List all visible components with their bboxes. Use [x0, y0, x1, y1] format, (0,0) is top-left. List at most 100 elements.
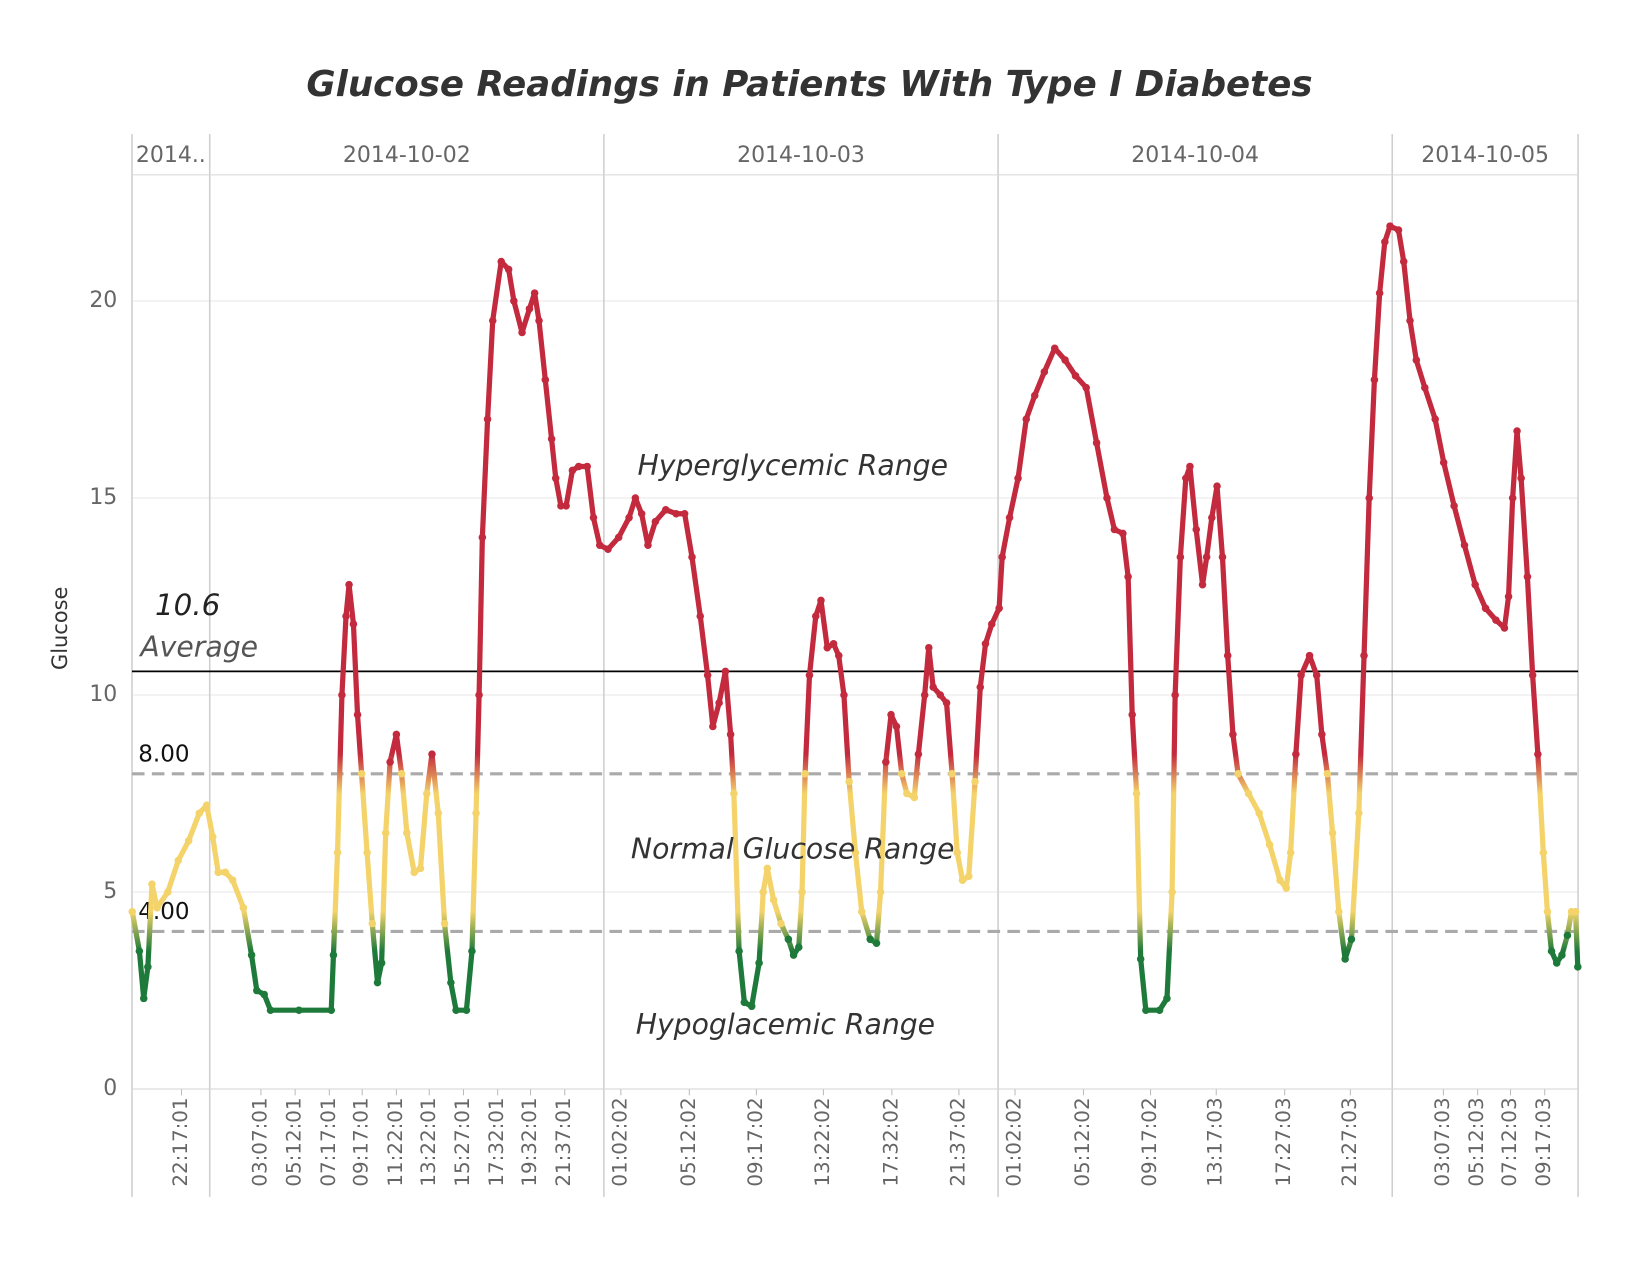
- glucose-point: [995, 604, 1003, 613]
- glucose-point: [525, 305, 534, 313]
- glucose-point: [829, 640, 838, 648]
- y-tick-label: 10: [89, 682, 117, 707]
- glucose-point: [811, 612, 820, 620]
- glucose-point: [1176, 553, 1185, 561]
- glucose-point: [1439, 458, 1448, 467]
- glucose-point: [805, 671, 814, 680]
- reference-label: 10.6: [155, 588, 220, 622]
- x-tick-label: 07:12:03: [1498, 1097, 1521, 1186]
- glucose-point: [1528, 671, 1537, 680]
- glucose-point: [1370, 376, 1379, 384]
- glucose-point: [759, 888, 767, 896]
- glucose-point: [998, 553, 1006, 561]
- glucose-point: [1399, 257, 1408, 266]
- annotation: Hypoglacemic Range: [636, 1008, 935, 1041]
- glucose-point: [221, 868, 230, 877]
- glucose-point: [1071, 372, 1080, 380]
- glucose-point: [834, 651, 843, 660]
- glucose-point: [948, 770, 956, 778]
- glucose-point: [1406, 316, 1414, 325]
- glucose-point: [1030, 391, 1039, 400]
- glucose-point: [266, 1006, 275, 1014]
- glucose-point: [1192, 525, 1201, 534]
- glucose-point: [730, 789, 738, 798]
- glucose-point: [510, 297, 518, 305]
- glucose-point: [696, 612, 705, 620]
- glucose-point: [1508, 494, 1517, 502]
- panel-label: 2014-10-04: [1131, 143, 1259, 168]
- glucose-point: [452, 1006, 460, 1014]
- glucose-point: [637, 509, 646, 518]
- y-tick-label: 5: [103, 879, 117, 904]
- glucose-point: [541, 376, 550, 384]
- glucose-point: [789, 951, 798, 959]
- x-tick-label: 21:37:02: [946, 1097, 969, 1186]
- annotation: Hyperglycemic Range: [637, 449, 948, 482]
- glucose-point: [1355, 809, 1363, 817]
- glucose-point: [897, 770, 906, 778]
- glucose-point: [981, 640, 990, 648]
- glucose-point: [1365, 494, 1374, 502]
- glucose-point: [468, 947, 476, 955]
- x-tick-label: 05:12:03: [1465, 1097, 1488, 1186]
- glucose-point: [936, 691, 945, 699]
- glucose-point: [589, 513, 598, 522]
- glucose-point: [703, 671, 712, 680]
- glucose-point: [1255, 809, 1263, 817]
- glucose-point: [1335, 907, 1343, 916]
- glucose-point: [392, 730, 401, 739]
- glucose-point: [1312, 671, 1321, 680]
- x-tick-label: 05:12:01: [283, 1097, 306, 1186]
- glucose-point: [447, 978, 455, 987]
- glucose-point: [1571, 907, 1580, 916]
- glucose-point: [892, 722, 901, 731]
- glucose-point: [416, 864, 425, 873]
- glucose-point: [920, 691, 929, 699]
- glucose-point: [1265, 840, 1274, 849]
- glucose-point: [583, 462, 591, 471]
- glucose-point: [353, 710, 362, 719]
- glucose-point: [1198, 580, 1207, 589]
- glucose-point: [551, 474, 560, 483]
- glucose-point: [715, 699, 723, 707]
- glucose-point: [1208, 513, 1216, 522]
- glucose-point: [342, 612, 350, 620]
- glucose-point: [368, 919, 377, 928]
- glucose-point: [202, 801, 211, 810]
- x-tick-label: 17:27:03: [1272, 1097, 1295, 1186]
- glucose-point: [562, 502, 570, 510]
- glucose-point: [488, 316, 497, 325]
- glucose-point: [817, 596, 825, 605]
- x-tick-label: 15:27:01: [451, 1097, 474, 1186]
- glucose-point: [1297, 671, 1305, 680]
- glucose-point: [428, 750, 436, 758]
- glucose-point: [735, 947, 743, 955]
- chart-title: Glucose Readings in Patients With Type I…: [306, 64, 1312, 105]
- glucose-point: [784, 935, 793, 944]
- glucose-point: [1014, 474, 1022, 483]
- glucose-point: [1450, 502, 1458, 510]
- glucose-point: [472, 809, 480, 817]
- glucose-point: [295, 1006, 303, 1014]
- glucose-point: [403, 829, 411, 837]
- glucose-point: [887, 710, 895, 719]
- glucose-point: [1381, 238, 1389, 246]
- y-tick-label: 15: [89, 485, 117, 510]
- x-tick-label: 19:32:01: [518, 1097, 541, 1186]
- glucose-point: [475, 691, 483, 699]
- glucose-point: [373, 978, 382, 987]
- glucose-point: [1574, 963, 1582, 971]
- glucose-point: [327, 1006, 336, 1014]
- glucose-point: [1282, 884, 1291, 892]
- glucose-point: [253, 986, 261, 995]
- glucose-point: [434, 809, 443, 817]
- glucose-point: [1492, 616, 1500, 624]
- y-tick-label: 20: [89, 288, 117, 313]
- glucose-point: [153, 904, 161, 912]
- glucose-point: [148, 880, 156, 888]
- x-tick-label: 22:17:01: [169, 1097, 192, 1186]
- y-axis-label: Glucose: [48, 587, 72, 670]
- glucose-point: [661, 506, 670, 514]
- glucose-point: [462, 1006, 471, 1014]
